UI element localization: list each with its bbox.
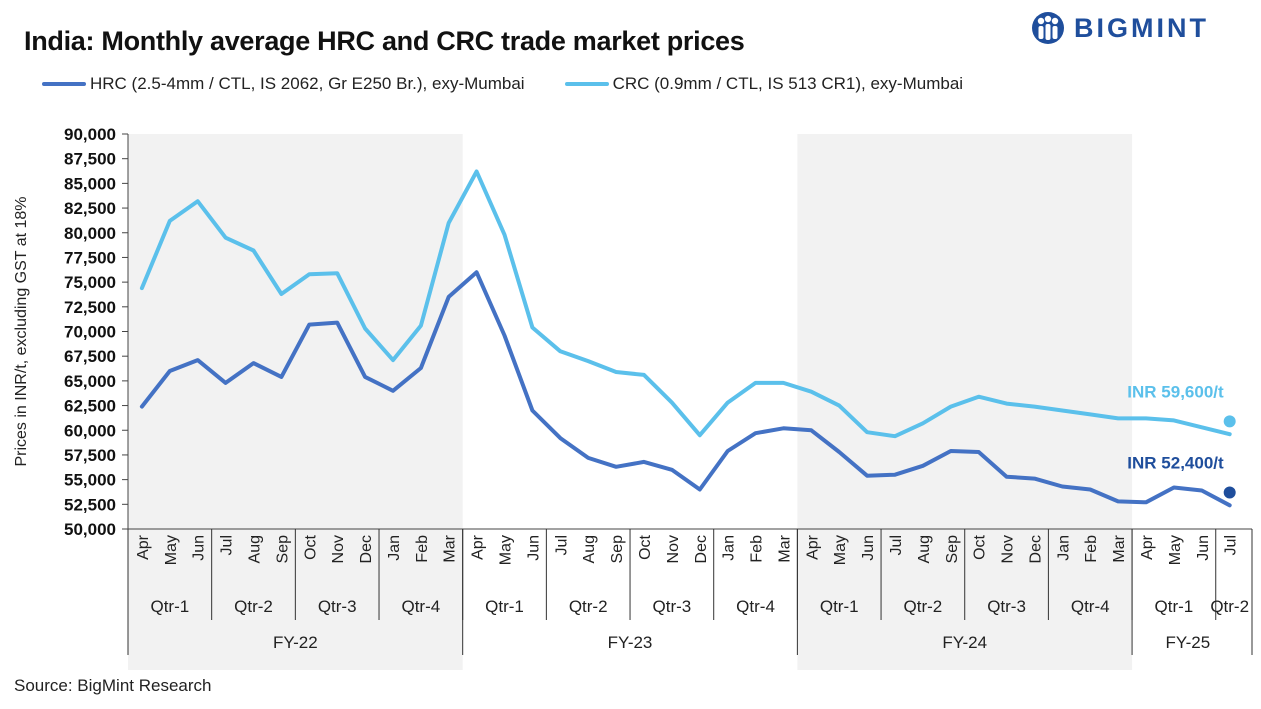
x-month-label: Jul bbox=[219, 535, 236, 555]
source-note: Source: BigMint Research bbox=[14, 676, 212, 695]
y-tick-label: 55,000 bbox=[64, 471, 116, 490]
x-month-label: Nov bbox=[1000, 535, 1017, 563]
end-value-label-1: INR 59,600/t bbox=[1127, 382, 1224, 401]
legend-swatch-crc bbox=[564, 82, 609, 86]
x-month-label: Oct bbox=[637, 534, 654, 559]
x-fy-label: FY-23 bbox=[608, 633, 653, 652]
y-tick-label: 82,500 bbox=[64, 199, 116, 218]
x-month-label: Nov bbox=[330, 535, 347, 563]
x-month-label: Dec bbox=[1027, 535, 1044, 563]
end-value-label-0: INR 52,400/t bbox=[1127, 453, 1224, 472]
x-month-label: Jan bbox=[1055, 535, 1072, 561]
y-tick-label: 80,000 bbox=[64, 224, 116, 243]
x-quarter-label: Qtr-2 bbox=[234, 597, 273, 616]
x-month-label: Aug bbox=[581, 535, 598, 563]
x-month-label: Mar bbox=[442, 534, 459, 562]
y-tick-label: 87,500 bbox=[64, 150, 116, 169]
x-quarter-label: Qtr-4 bbox=[736, 597, 775, 616]
x-month-label: Aug bbox=[916, 535, 933, 563]
x-month-label: Jul bbox=[553, 535, 570, 555]
x-month-label: Apr bbox=[1139, 534, 1156, 560]
x-quarter-label: Qtr-4 bbox=[401, 597, 440, 616]
chart-title: India: Monthly average HRC and CRC trade… bbox=[24, 26, 745, 56]
x-month-label: Jul bbox=[888, 535, 905, 555]
x-month-label: Jun bbox=[1195, 535, 1212, 561]
x-month-label: May bbox=[498, 535, 515, 565]
y-tick-label: 65,000 bbox=[64, 372, 116, 391]
x-month-label: Jun bbox=[525, 535, 542, 561]
x-month-label: Jun bbox=[860, 535, 877, 561]
x-quarter-label: Qtr-4 bbox=[1071, 597, 1110, 616]
x-month-label: Jun bbox=[191, 535, 208, 561]
y-tick-label: 50,000 bbox=[64, 520, 116, 539]
x-fy-label: FY-22 bbox=[273, 633, 318, 652]
x-month-label: Mar bbox=[776, 534, 793, 562]
x-quarter-label: Qtr-2 bbox=[1210, 597, 1249, 616]
y-tick-label: 57,500 bbox=[64, 446, 116, 465]
legend-label-hrc: HRC (2.5-4mm / CTL, IS 2062, Gr E250 Br.… bbox=[90, 74, 525, 93]
x-month-label: Dec bbox=[358, 535, 375, 563]
legend-item-hrc: HRC (2.5-4mm / CTL, IS 2062, Gr E250 Br.… bbox=[42, 74, 525, 94]
x-quarter-label: Qtr-2 bbox=[569, 597, 608, 616]
x-month-label: May bbox=[1167, 535, 1184, 565]
end-marker-1 bbox=[1223, 415, 1236, 428]
x-month-label: May bbox=[163, 535, 180, 565]
x-month-label: May bbox=[832, 535, 849, 565]
x-month-label: Apr bbox=[135, 534, 152, 560]
x-month-label: Sep bbox=[944, 535, 961, 564]
x-month-label: Jan bbox=[721, 535, 738, 561]
x-quarter-label: Qtr-1 bbox=[485, 597, 524, 616]
chart-legend: HRC (2.5-4mm / CTL, IS 2062, Gr E250 Br.… bbox=[42, 74, 1003, 94]
x-month-label: Mar bbox=[1111, 534, 1128, 562]
y-tick-label: 67,500 bbox=[64, 347, 116, 366]
x-quarter-label: Qtr-1 bbox=[820, 597, 859, 616]
x-month-label: Oct bbox=[302, 534, 319, 559]
legend-swatch-hrc bbox=[42, 82, 86, 86]
x-month-label: Jan bbox=[386, 535, 403, 561]
brand-logo: BIGMINT bbox=[1030, 10, 1209, 46]
x-month-label: Feb bbox=[414, 535, 431, 563]
y-tick-label: 90,000 bbox=[64, 125, 116, 144]
legend-label-crc: CRC (0.9mm / CTL, IS 513 CR1), exy-Mumba… bbox=[612, 74, 964, 93]
x-month-label: Sep bbox=[274, 535, 291, 564]
x-month-label: Feb bbox=[1083, 535, 1100, 563]
y-tick-label: 60,000 bbox=[64, 421, 116, 440]
brand-name: BIGMINT bbox=[1074, 12, 1209, 43]
legend-item-crc: CRC (0.9mm / CTL, IS 513 CR1), exy-Mumba… bbox=[564, 74, 964, 94]
x-month-label: Jul bbox=[1223, 535, 1240, 555]
x-month-label: Apr bbox=[804, 534, 821, 560]
y-tick-label: 75,000 bbox=[64, 273, 116, 292]
y-tick-label: 72,500 bbox=[64, 298, 116, 317]
series-line-1 bbox=[139, 169, 1232, 439]
x-month-label: Feb bbox=[749, 535, 766, 563]
x-month-label: Oct bbox=[972, 534, 989, 559]
y-tick-label: 52,500 bbox=[64, 495, 116, 514]
x-quarter-label: Qtr-3 bbox=[318, 597, 357, 616]
x-quarter-label: Qtr-3 bbox=[987, 597, 1026, 616]
x-quarter-label: Qtr-3 bbox=[653, 597, 692, 616]
series-line-0 bbox=[139, 270, 1232, 508]
y-tick-label: 77,500 bbox=[64, 248, 116, 267]
x-quarter-label: Qtr-1 bbox=[150, 597, 189, 616]
x-quarter-label: Qtr-1 bbox=[1155, 597, 1194, 616]
x-fy-label: FY-24 bbox=[942, 633, 987, 652]
y-tick-label: 62,500 bbox=[64, 397, 116, 416]
x-month-label: Sep bbox=[609, 535, 626, 564]
y-tick-label: 85,000 bbox=[64, 174, 116, 193]
y-tick-label: 70,000 bbox=[64, 323, 116, 342]
x-month-label: Aug bbox=[247, 535, 264, 563]
x-quarter-label: Qtr-2 bbox=[904, 597, 943, 616]
x-fy-label: FY-25 bbox=[1165, 633, 1210, 652]
y-axis-title: Prices in INR/t, excluding GST at 18% bbox=[13, 196, 30, 466]
bigmint-logo-icon bbox=[1032, 12, 1064, 44]
x-month-label: Nov bbox=[665, 535, 682, 563]
x-month-label: Apr bbox=[470, 534, 487, 560]
end-marker-0 bbox=[1223, 486, 1236, 499]
x-month-label: Dec bbox=[693, 535, 710, 563]
